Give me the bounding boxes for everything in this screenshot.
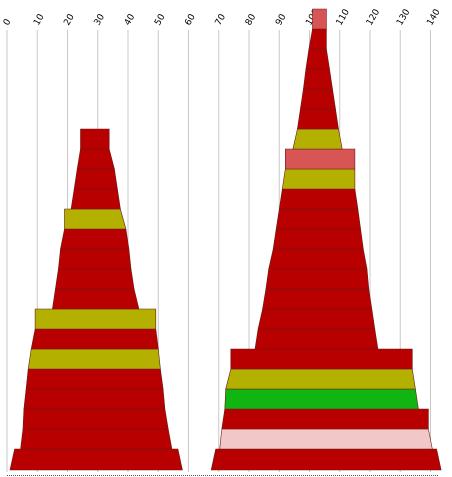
stacks [9,8,442,471]
tick-label: 0 [2,17,14,27]
stack-2 [210,8,442,471]
band [272,228,364,250]
band [219,428,433,450]
band [76,148,115,170]
band [70,188,121,210]
band [58,248,132,270]
band [9,448,183,471]
band [64,208,127,230]
band [55,268,135,290]
band [210,448,442,471]
band [257,308,376,330]
band [34,308,157,330]
band [225,368,416,390]
band [73,168,118,190]
band [281,168,356,190]
band [230,348,413,370]
band [27,348,161,370]
band [30,328,159,350]
band [22,408,169,430]
band [284,148,356,170]
band [221,408,429,430]
band [312,8,327,30]
band [23,388,166,410]
band [52,288,140,310]
band [20,428,173,450]
band [224,388,419,410]
band [60,228,130,250]
band [305,48,330,70]
band [80,128,110,150]
band [268,248,368,270]
band [275,208,361,230]
band [300,88,336,110]
band [25,368,164,390]
band [262,288,373,310]
band [265,268,370,290]
band [254,328,379,350]
band [278,188,359,210]
band [297,108,339,130]
band [303,68,333,90]
stack-1 [9,128,183,471]
band [292,128,343,150]
